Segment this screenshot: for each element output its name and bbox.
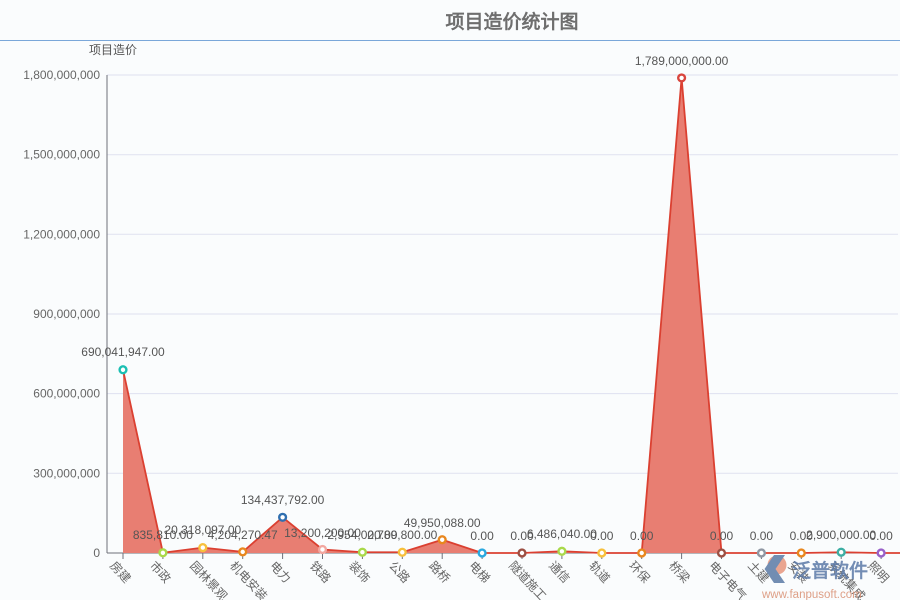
svg-text:690,041,947.00: 690,041,947.00: [81, 345, 165, 359]
svg-text:0.00: 0.00: [470, 529, 494, 543]
svg-text:0: 0: [93, 546, 100, 560]
svg-text:1,200,000,000: 1,200,000,000: [23, 227, 100, 241]
svg-text:900,000,000: 900,000,000: [33, 307, 100, 321]
svg-text:6,486,040.00: 6,486,040.00: [527, 527, 597, 541]
svg-text:4,204,270.47: 4,204,270.47: [208, 528, 278, 542]
svg-text:0.00: 0.00: [590, 529, 614, 543]
svg-text:134,437,792.00: 134,437,792.00: [241, 493, 325, 507]
svg-text:泛普软件: 泛普软件: [792, 559, 868, 582]
svg-text:www.fanpusoft.com: www.fanpusoft.com: [762, 589, 862, 600]
svg-text:600,000,000: 600,000,000: [33, 387, 100, 401]
svg-text:49,950,088.00: 49,950,088.00: [404, 516, 481, 530]
svg-text:1,500,000,000: 1,500,000,000: [23, 148, 100, 162]
svg-text:300,000,000: 300,000,000: [33, 466, 100, 480]
svg-text:0.00: 0.00: [630, 529, 654, 543]
svg-text:1,800,000,000: 1,800,000,000: [23, 68, 100, 82]
svg-text:0.00: 0.00: [750, 529, 774, 543]
svg-text:2,789,800.00: 2,789,800.00: [367, 528, 437, 542]
svg-text:0.00: 0.00: [710, 529, 734, 543]
svg-text:2,900,000.00: 2,900,000.00: [806, 528, 876, 542]
svg-text:0.00: 0.00: [869, 529, 893, 543]
svg-text:1,789,000,000.00: 1,789,000,000.00: [635, 54, 729, 68]
